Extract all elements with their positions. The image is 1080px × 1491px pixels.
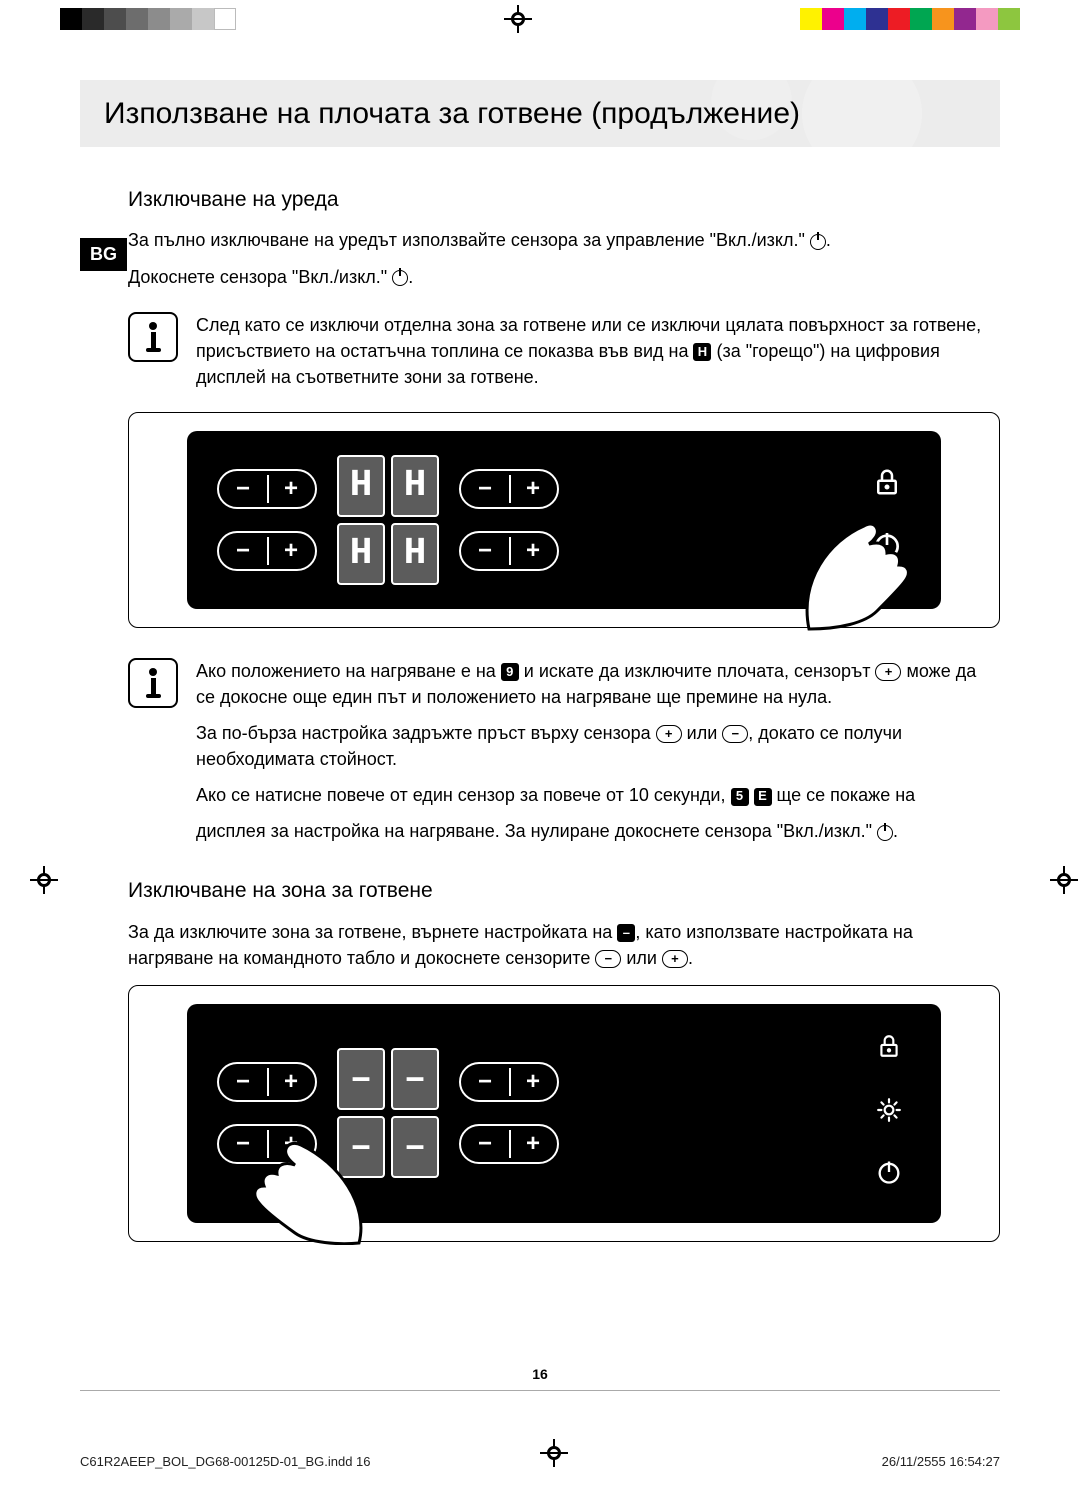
page-title-band: Използване на плочата за готвене (продъл… <box>80 80 1000 147</box>
power-icon <box>392 270 408 286</box>
paragraph: За пълно изключване на уредът използвайт… <box>128 227 1000 253</box>
minus-plus-control: −+ <box>459 1062 559 1102</box>
plus-key-icon: + <box>875 663 901 681</box>
footer-filename: C61R2AEEP_BOL_DG68-00125D-01_BG.indd 16 <box>80 1454 371 1469</box>
paragraph: За да изключите зона за готвене, върнете… <box>128 919 1000 971</box>
minus-plus-control: −+ <box>217 469 317 509</box>
figure-panel-hot: −+ −+ H H H H −+ −+ <box>128 412 1000 628</box>
minus-key-icon: − <box>595 950 621 968</box>
minus-plus-control: −+ <box>217 1124 317 1164</box>
power-icon <box>810 234 826 250</box>
page-content: BG Използване на плочата за готвене (про… <box>80 80 1000 1391</box>
nine-key-icon: 9 <box>501 663 519 681</box>
info-icon <box>128 312 178 362</box>
minus-plus-control: −+ <box>217 1062 317 1102</box>
page-number: 16 <box>532 1366 548 1382</box>
plus-key-icon: + <box>656 725 682 743</box>
info-text: Ако положението на нагряване е на 9 и ис… <box>196 658 1000 855</box>
info-icon <box>128 658 178 708</box>
lock-icon <box>872 466 902 510</box>
info-note: Ако положението на нагряване е на 9 и ис… <box>128 658 1000 855</box>
paragraph: Докоснете сензора "Вкл./изкл." . <box>128 264 1000 290</box>
minus-plus-control: −+ <box>459 1124 559 1164</box>
print-registration-bar <box>60 8 1020 30</box>
minus-plus-control: −+ <box>459 531 559 571</box>
power-icon <box>875 1155 903 1199</box>
page-title: Използване на плочата за готвене (продъл… <box>104 94 976 133</box>
print-footer: C61R2AEEP_BOL_DG68-00125D-01_BG.indd 16 … <box>80 1454 1000 1469</box>
figure-panel-zone-off: −+ −+ – – – – −+ −+ <box>128 985 1000 1242</box>
info-text: След като се изключи отделна зона за гот… <box>196 312 1000 390</box>
dash-key-icon: – <box>617 924 635 942</box>
h-key-icon: H <box>693 343 711 361</box>
power-icon <box>877 825 893 841</box>
minus-plus-control: −+ <box>459 469 559 509</box>
lock-icon <box>876 1028 902 1072</box>
language-badge: BG <box>80 238 127 271</box>
display-grid: – – – – <box>337 1048 439 1178</box>
heat-indicator-icon <box>876 1092 902 1136</box>
section-heading-off-zone: Изключване на зона за готвене <box>128 876 1000 906</box>
info-note: След като се изключи отделна зона за гот… <box>128 312 1000 390</box>
minus-plus-control: −+ <box>217 531 317 571</box>
footer-timestamp: 26/11/2555 16:54:27 <box>882 1454 1000 1469</box>
minus-key-icon: − <box>722 725 748 743</box>
five-key-icon: 5 <box>731 788 749 806</box>
e-key-icon: E <box>754 788 772 806</box>
plus-key-icon: + <box>662 950 688 968</box>
power-icon <box>871 529 903 574</box>
section-heading-off-appliance: Изключване на уреда <box>128 185 1000 215</box>
registration-mark-icon <box>504 5 532 33</box>
display-grid: H H H H <box>337 455 439 585</box>
